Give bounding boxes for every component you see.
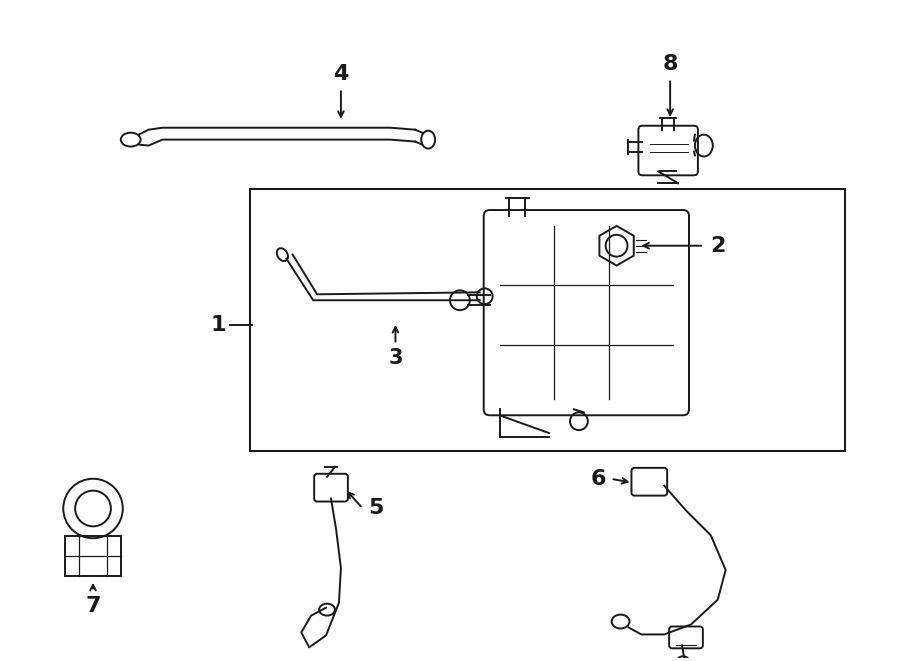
Bar	[249, 189, 845, 451]
Text: 8: 8	[662, 54, 678, 74]
Text: 7: 7	[86, 596, 101, 615]
Text: 4: 4	[333, 64, 348, 84]
Text: 1: 1	[211, 315, 226, 335]
Text: 6: 6	[591, 469, 607, 488]
Text: 2: 2	[710, 236, 725, 256]
Text: 5: 5	[368, 498, 383, 518]
Bar	[66, 536, 121, 576]
Text: 3: 3	[388, 348, 402, 368]
